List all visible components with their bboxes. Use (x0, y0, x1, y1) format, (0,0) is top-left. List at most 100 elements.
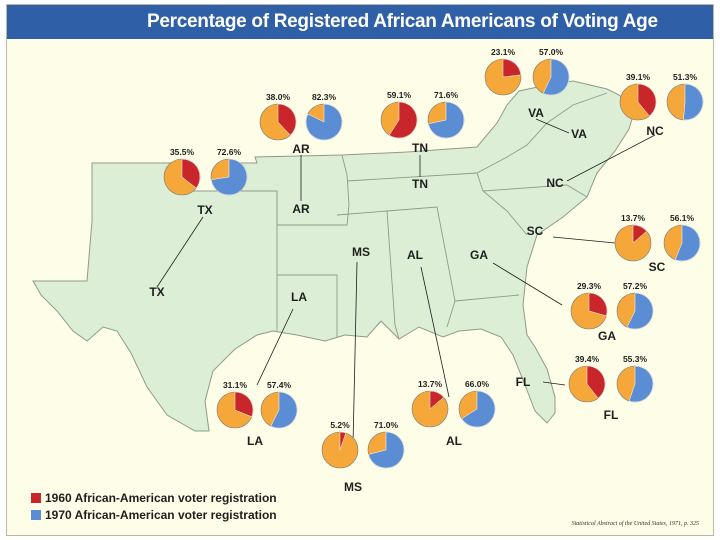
pie-1970-va-slice (543, 58, 570, 96)
pie-1960-al: 13.7% (411, 379, 449, 428)
legend-swatch-1960 (31, 492, 41, 503)
pie-1960-fl-value: 39.4% (575, 354, 600, 364)
pie-group-label-ms: MS (344, 480, 362, 494)
pie-1970-nc: 51.3% (666, 72, 704, 121)
pie-1970-la: 57.4% (260, 380, 298, 429)
map-figure: Percentage of Registered African America… (6, 4, 714, 536)
map-label-sc: SC (649, 260, 666, 274)
map-label-al: AL (407, 248, 423, 262)
pie-1970-tx: 72.6% (210, 147, 248, 196)
pie-1970-al-value: 66.0% (465, 379, 490, 389)
pie-1960-sc: 13.7% (614, 213, 652, 262)
pie-1960-va: 23.1% (484, 47, 522, 96)
pie-1970-ga-slice (626, 292, 654, 330)
pie-1970-fl-value: 55.3% (623, 354, 648, 364)
pie-1970-tn: 71.6% (427, 90, 465, 139)
map-label-fl: FL (516, 375, 531, 389)
legend: 1960 African-American voter registration… (31, 489, 277, 523)
pie-1960-tx-slice (181, 158, 201, 189)
pie-1970-nc-slice (683, 83, 704, 121)
pie-1970-fl: 55.3% (616, 354, 654, 403)
pie-1970-ar-value: 82.3% (312, 92, 337, 102)
pie-charts: 35.5% 72.6% 38.0% 82.3% 59.1% 71.6% 23.1% 57.0%… (163, 47, 704, 469)
pie-group-label-ga: GA (598, 329, 616, 343)
map-label-va: VA (571, 127, 587, 141)
pie-1960-al-slice (429, 390, 445, 410)
pie-group-label-ar: AR (292, 142, 310, 156)
pie-1960-fl: 39.4% (568, 354, 606, 403)
pie-1970-fl-slice (628, 365, 654, 403)
pie-1970-la-slice (270, 391, 298, 429)
map-label-tx: TX (149, 285, 164, 299)
pie-1970-ga: 57.2% (616, 281, 654, 330)
legend-label-1960: 1960 African-American voter registration (45, 490, 277, 505)
state-labels: TX TX AR AR TN TN VA VA NC NC SC SC GA GA FL FL AL AL MS MS… (149, 106, 665, 494)
pie-group-label-tn: TN (412, 141, 428, 155)
map-label-tn: TN (412, 177, 428, 191)
pie-group-label-tx: TX (197, 203, 212, 217)
map-label-la: LA (291, 290, 307, 304)
map-label-nc: NC (546, 176, 564, 190)
pie-1970-ms-slice (368, 431, 405, 469)
pie-1970-tx-slice (210, 158, 248, 196)
pie-1970-tn-slice (428, 101, 465, 139)
pie-1970-ms: 71.0% (367, 420, 405, 469)
pie-1970-ms-value: 71.0% (374, 420, 399, 430)
pie-1960-nc: 39.1% (619, 72, 657, 121)
pie-1960-ga: 29.3% (570, 281, 608, 330)
legend-item-1960: 1960 African-American voter registration (31, 489, 277, 506)
pie-1970-sc: 56.1% (663, 213, 701, 262)
pie-1960-ga-slice (588, 292, 608, 317)
pie-1960-nc-slice (637, 83, 657, 117)
pie-group-label-va: VA (528, 106, 544, 120)
pie-1960-va-value: 23.1% (491, 47, 516, 57)
legend-swatch-1970 (31, 509, 41, 520)
pie-1970-nc-value: 51.3% (673, 72, 698, 82)
map-canvas: TX TX AR AR TN TN VA VA NC NC SC SC GA GA FL FL AL AL MS MS… (32, 47, 704, 494)
map-label-ga: GA (470, 248, 488, 262)
legend-item-1970: 1970 African-American voter registration (31, 506, 277, 523)
pie-1960-ms-value: 5.2% (330, 420, 350, 430)
pie-1960-tx: 35.5% (163, 147, 201, 196)
pie-1970-tn-value: 71.6% (434, 90, 459, 100)
pie-1960-tn-slice (388, 101, 418, 139)
pie-1970-ar-slice (305, 103, 343, 141)
pie-1960-la-value: 31.1% (223, 380, 248, 390)
pie-1960-ms-slice (339, 431, 347, 451)
pie-1960-ga-value: 29.3% (577, 281, 602, 291)
pie-1960-tx-value: 35.5% (170, 147, 195, 157)
pie-1960-ar-value: 38.0% (266, 92, 291, 102)
pie-group-label-sc: SC (527, 224, 544, 238)
page-title: Percentage of Registered African America… (147, 11, 658, 32)
pie-1960-sc-value: 13.7% (621, 213, 646, 223)
pie-1960-la: 31.1% (216, 380, 254, 429)
pie-1970-ga-value: 57.2% (623, 281, 648, 291)
pie-1970-al: 66.0% (458, 379, 496, 428)
pie-1960-tn: 59.1% (380, 90, 418, 139)
pie-1960-va-slice (502, 58, 522, 78)
pie-1960-al-value: 13.7% (418, 379, 443, 389)
pie-1960-ar-slice (277, 103, 297, 136)
pie-group-label-nc: NC (646, 124, 664, 138)
pie-1970-va-value: 57.0% (539, 47, 564, 57)
pie-1960-tn-value: 59.1% (387, 90, 412, 100)
pie-1960-sc-slice (632, 224, 648, 244)
pie-1970-la-value: 57.4% (267, 380, 292, 390)
pie-1970-tx-value: 72.6% (217, 147, 242, 157)
source-citation: Statistical Abstract of the United State… (571, 521, 699, 527)
pie-1970-sc-slice (674, 224, 701, 262)
pie-1970-sc-value: 56.1% (670, 213, 695, 223)
pie-1960-ms: 5.2% (321, 420, 359, 469)
pie-1960-fl-slice (586, 365, 606, 399)
pie-1960-nc-value: 39.1% (626, 72, 651, 82)
pie-1960-ar: 38.0% (259, 92, 297, 141)
map-label-ar: AR (292, 202, 310, 216)
legend-label-1970: 1970 African-American voter registration (45, 507, 277, 522)
pie-group-label-fl: FL (604, 408, 619, 422)
pie-1960-la-slice (234, 391, 254, 418)
pie-group-label-la: LA (247, 434, 263, 448)
pie-1970-ar: 82.3% (305, 92, 343, 141)
pie-group-label-al: AL (446, 434, 462, 448)
title-banner: Percentage of Registered African America… (7, 5, 713, 39)
state-borders (235, 92, 608, 340)
